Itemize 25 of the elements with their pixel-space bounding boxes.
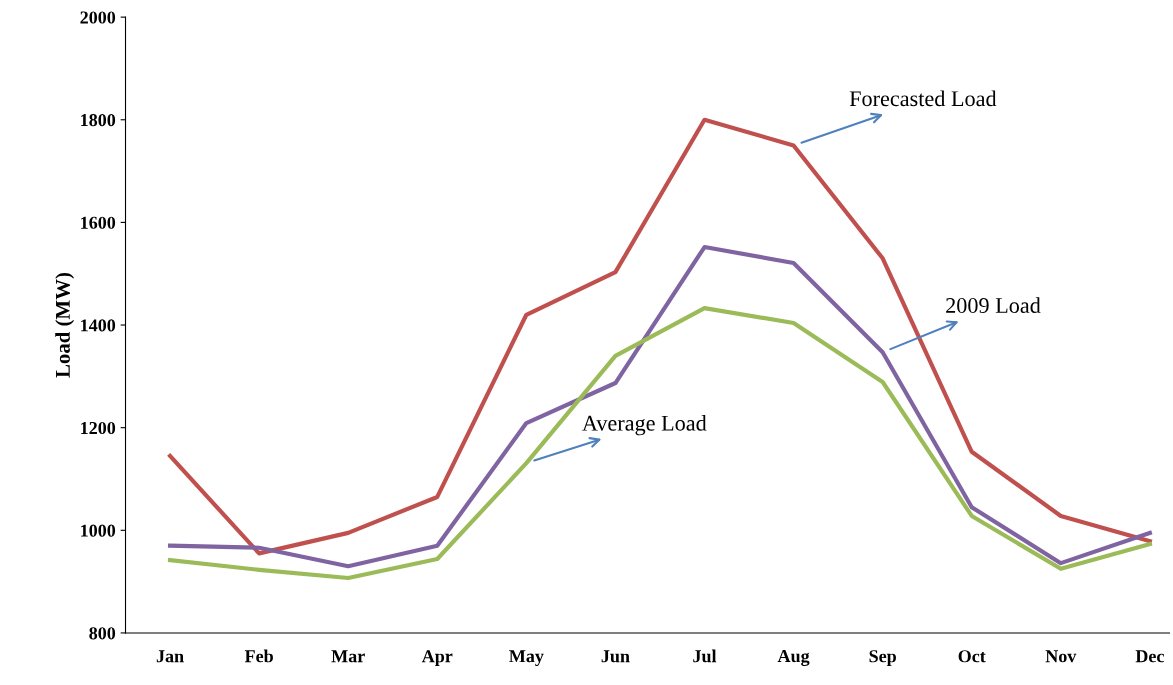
annotation: 2009 Load (946, 297, 1041, 313)
x-tick-label: Jul (693, 649, 717, 663)
y-tick-label: 1000 (81, 524, 116, 537)
y-tick-label: 1600 (81, 216, 116, 229)
y-tick-label: 1400 (81, 319, 116, 332)
x-tick-label: Sep (869, 650, 896, 666)
x-tick-label: Feb (244, 649, 273, 663)
y-tick-label: 1200 (81, 421, 116, 435)
annotation: Forecasted Load (849, 90, 997, 107)
x-tick-label: May (509, 650, 544, 666)
annotation: Average Load (582, 415, 707, 436)
x-tick-label: Dec (1135, 650, 1164, 663)
y-tick-label: 2000 (80, 11, 116, 24)
x-tick-label: Jun (601, 650, 630, 663)
x-tick-label: Nov (1045, 650, 1077, 663)
y-tick-label: 1800 (81, 114, 116, 127)
x-tick-label: Mar (331, 650, 365, 663)
x-tick-label: Jan (156, 650, 184, 663)
x-tick-label: Aug (777, 650, 810, 666)
y-axis-title: Load (MW) (55, 273, 75, 378)
line-series (167, 244, 1152, 569)
x-tick-label: Oct (958, 650, 986, 663)
y-tick-label: 800 (89, 627, 116, 640)
x-tick-label: Apr (421, 650, 453, 666)
line-series (167, 117, 1152, 556)
